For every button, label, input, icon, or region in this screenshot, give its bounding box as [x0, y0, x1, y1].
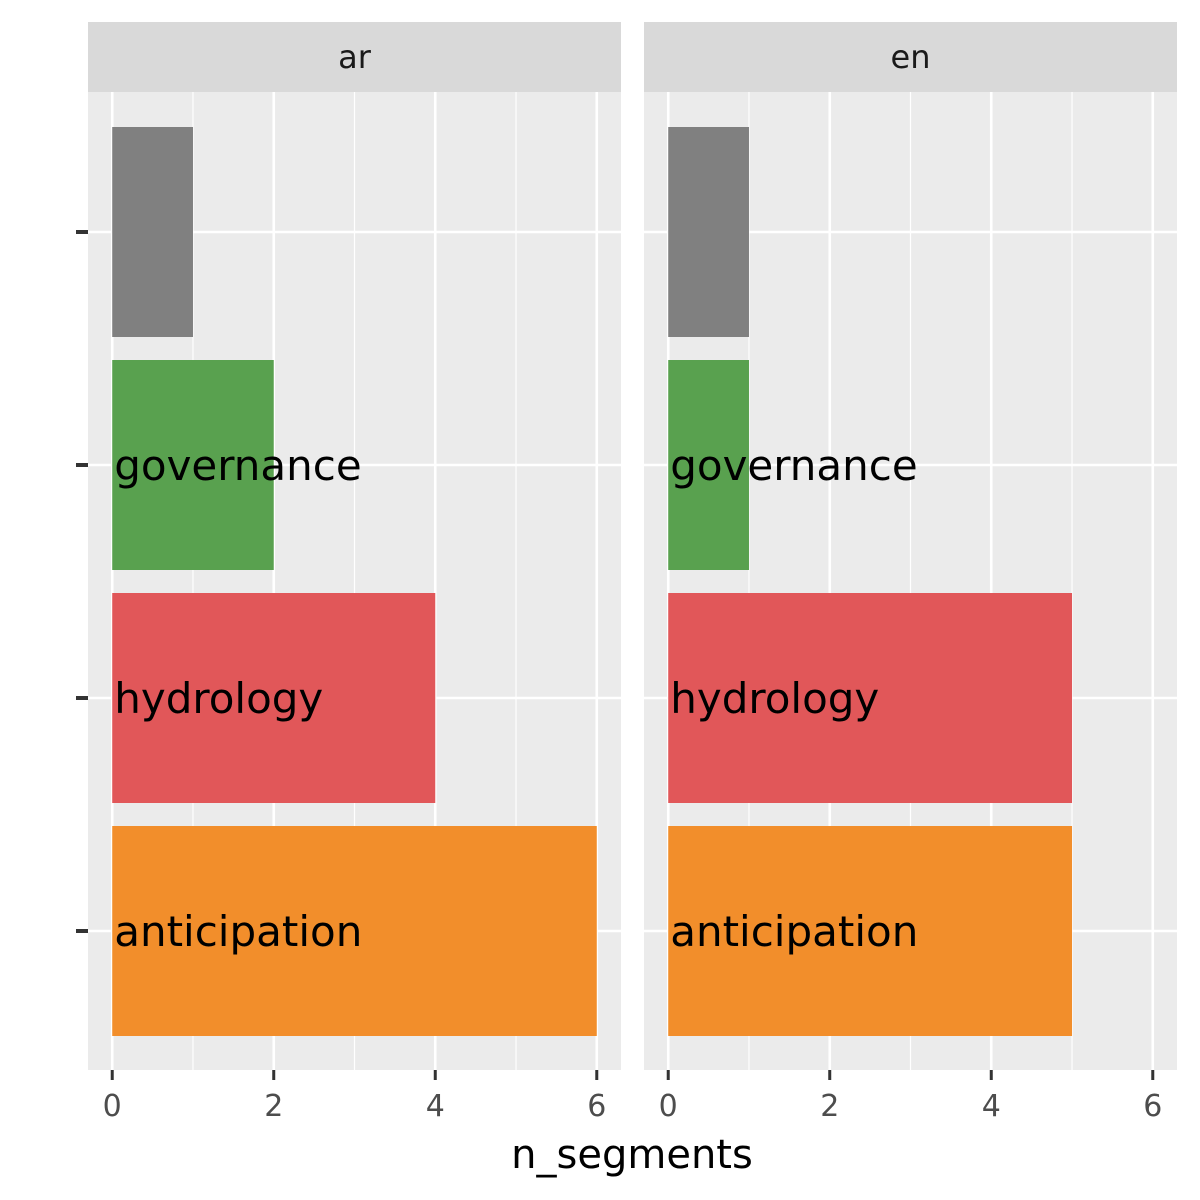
facet-strip — [88, 22, 621, 92]
bar-hydrology — [668, 593, 1073, 803]
bar-hydrology — [112, 593, 436, 803]
bar-unlabeled — [112, 127, 193, 337]
facet-label: ar — [338, 38, 372, 76]
facet-label: en — [891, 38, 931, 76]
bar-label: anticipation — [670, 907, 918, 956]
x-tick-label: 0 — [103, 1089, 122, 1124]
x-tick-label: 4 — [982, 1089, 1001, 1124]
facet-strip — [644, 22, 1177, 92]
x-axis-title: n_segments — [511, 1132, 753, 1178]
bar-label: hydrology — [670, 674, 879, 723]
x-tick-label: 6 — [587, 1089, 606, 1124]
panel-ar: ar governance hydrology anticipation 0 2 4 6 — [88, 22, 621, 1124]
bar-label: anticipation — [114, 907, 362, 956]
bar-label: hydrology — [114, 674, 323, 723]
x-tick-label: 2 — [264, 1089, 283, 1124]
panel-en: en governance hydrology anticipation 0 2 4 6 — [644, 22, 1177, 1124]
bar-governance — [112, 360, 274, 570]
bar-label: governance — [114, 441, 362, 490]
bar-label: governance — [670, 441, 918, 490]
x-tick-label: 6 — [1143, 1089, 1162, 1124]
bar-unlabeled — [668, 127, 749, 337]
x-tick-label: 0 — [659, 1089, 678, 1124]
bar-anticipation — [668, 826, 1073, 1036]
bar-anticipation — [112, 826, 597, 1036]
x-tick-label: 4 — [426, 1089, 445, 1124]
x-tick-label: 2 — [820, 1089, 839, 1124]
y-axis — [76, 230, 88, 933]
bar-governance — [668, 360, 749, 570]
